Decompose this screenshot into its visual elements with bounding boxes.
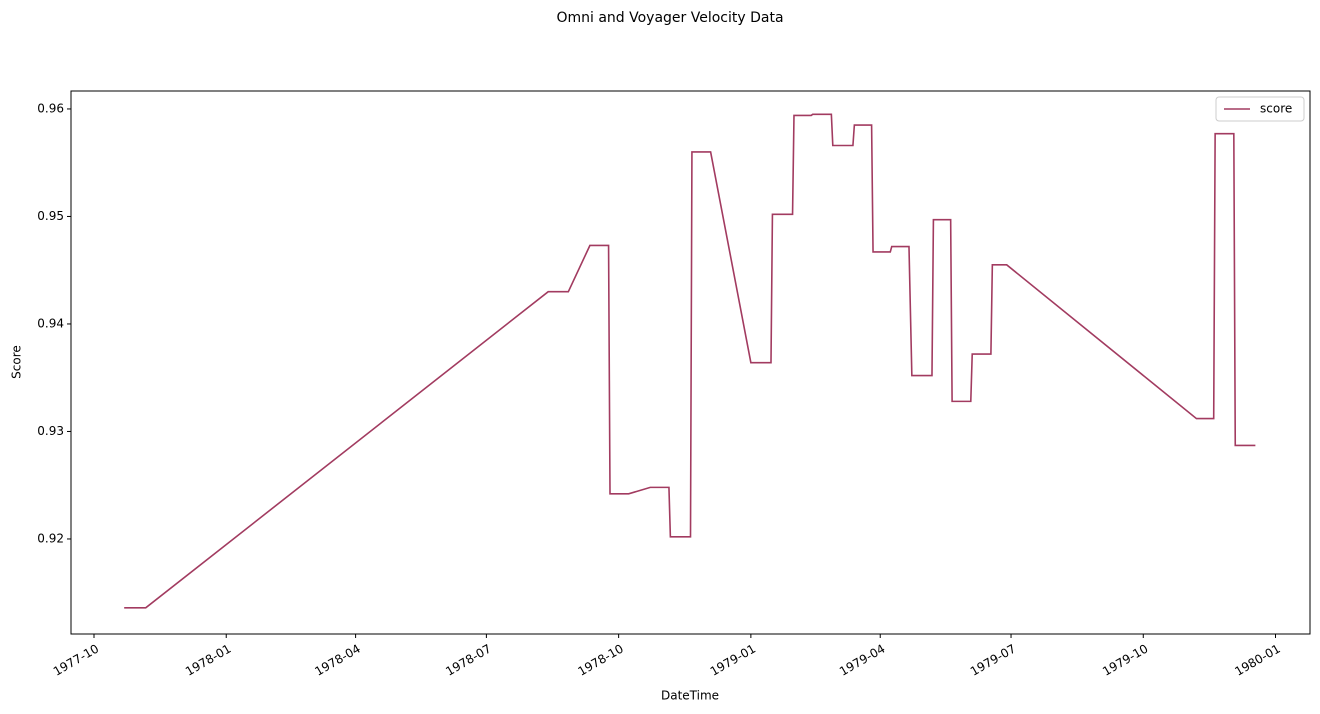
legend-box [1215,96,1305,122]
plot-frame [70,90,1311,635]
x-axis-label: DateTime [661,689,719,703]
y-axis-label: Score [10,345,24,379]
x-tick-label: 1979-10 [1100,642,1150,679]
x-tick-label: 1979-07 [968,642,1018,679]
x-tick-label: 1977-10 [51,642,101,679]
x-tick-label: 1978-04 [312,642,362,679]
data-line [124,113,1256,609]
x-tick-label: 1978-07 [443,642,493,679]
x-tick-label: 1979-01 [708,642,758,679]
x-tick-label: 1979-04 [837,642,887,679]
y-tick-label: 0.94 [37,316,64,330]
y-tick-label: 0.96 [37,101,64,115]
legend-label: score [1260,102,1292,116]
x-tick-label: 1980-01 [1232,642,1282,679]
x-tick-label: 1978-01 [183,642,233,679]
chart-title: Omni and Voyager Velocity Data [556,10,783,26]
y-tick-label: 0.95 [37,209,64,223]
y-tick-label: 0.93 [37,424,64,438]
y-tick-label: 0.92 [37,531,64,545]
x-tick-label: 1978-10 [575,642,625,679]
